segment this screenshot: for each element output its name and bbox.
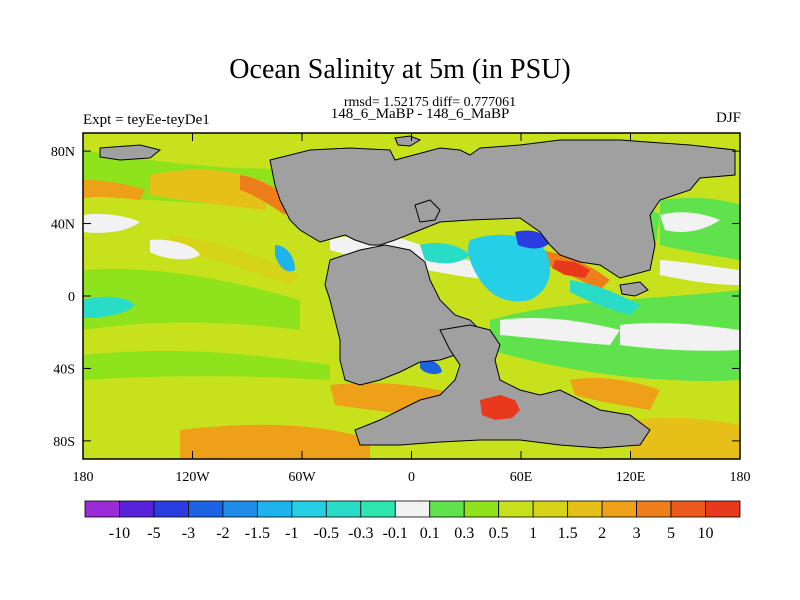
red-patch-east: [552, 260, 590, 278]
colorbar-label: 2: [598, 525, 606, 542]
map-title: Ocean Salinity at 5m (in PSU): [229, 54, 571, 85]
colorbar-swatch: [119, 500, 155, 518]
colorbar-swatch: [394, 500, 431, 518]
white-patch-4: [500, 318, 620, 345]
colorbar-swatch: [670, 500, 706, 518]
colorbar: -10 -5 -3 -2 -1.5 -1 -0.5 -0.3 -0.1 0.1 0.3 0.5 1 1.5…: [84, 500, 741, 542]
colorbar-swatch: [601, 500, 637, 518]
y-tick-label: 40N: [51, 218, 75, 233]
colorbar-swatch: [567, 500, 603, 518]
orange-patch-south: [180, 424, 370, 459]
x-tick-label: 60E: [510, 470, 533, 485]
x-tick-label: 180: [73, 470, 94, 485]
map-field: [83, 133, 740, 459]
colorbar-swatch: [532, 500, 569, 518]
land-southern-continent: [324, 244, 481, 386]
colorbar-label: 10: [698, 525, 714, 542]
white-patch-2: [150, 239, 200, 260]
season-label: DJF: [715, 110, 741, 126]
blue-spot-south: [420, 359, 442, 375]
white-patch-6: [660, 212, 720, 232]
cyan-coast-1: [275, 245, 295, 272]
land-island-east: [619, 281, 649, 297]
colorbar-label: -10: [109, 525, 130, 542]
stats-label: rmsd= 1.52175 diff= 0.777061: [343, 95, 517, 110]
green-band-tropics: [83, 269, 300, 330]
colorbar-swatch: [291, 500, 327, 518]
x-tick-label: 0: [408, 470, 415, 485]
colorbar-label: -0.3: [348, 525, 373, 542]
colorbar-label: 1.5: [558, 525, 578, 542]
colorbar-label: 1: [529, 525, 537, 542]
colorbar-swatch: [188, 500, 224, 518]
colorbar-swatch: [325, 500, 362, 518]
orange-patch-5: [570, 378, 660, 410]
colorbar-label: -3: [182, 525, 195, 542]
colorbar-swatch: [360, 500, 396, 518]
y-tick-label: 80S: [53, 435, 75, 450]
colorbar-swatch: [256, 500, 293, 518]
colorbar-label: -1: [285, 525, 298, 542]
colorbar-label: 0.3: [454, 525, 474, 542]
y-tick-label: 0: [68, 290, 75, 305]
period-label: 148_6_MaBP - 148_6_MaBP: [330, 106, 510, 122]
yellow-patch-1: [170, 235, 300, 285]
orange-patch-2: [240, 175, 290, 215]
colorbar-swatch: [84, 500, 120, 518]
land-peninsula: [414, 199, 441, 223]
experiment-label: Expt = teyEe-teyDe1: [83, 112, 210, 128]
colorbar-label: 0.5: [489, 525, 509, 542]
colorbar-label: 3: [633, 525, 641, 542]
land-antarctic-region: [354, 324, 651, 449]
x-tick-label: 120W: [175, 470, 210, 485]
orange-patch-3: [83, 180, 145, 200]
land-arctic-island-1: [99, 144, 162, 161]
colorbar-swatch: [429, 500, 465, 518]
colorbar-label: -2: [216, 525, 229, 542]
white-patch-7: [660, 260, 740, 285]
colorbar-swatch: [498, 500, 534, 518]
x-tick-label: 60W: [288, 470, 316, 485]
white-patch-5: [620, 322, 740, 351]
cyan-patch-1: [83, 296, 135, 318]
colorbar-swatch: [463, 500, 500, 518]
colorbar-swatch: [153, 500, 189, 518]
colorbar-label: -5: [147, 525, 160, 542]
red-patch-south: [480, 395, 520, 420]
axis-ticks: 180 120W 60W 0 60E 120E 180 80N 40N 0 40S 80S: [51, 133, 751, 485]
blue-sea-spot: [515, 230, 550, 249]
x-tick-label: 120E: [616, 470, 646, 485]
cyan-sea-2: [420, 243, 470, 264]
colorbar-label: -1.5: [245, 525, 270, 542]
y-tick-label: 40S: [53, 362, 75, 377]
x-tick-label: 180: [730, 470, 751, 485]
colorbar-label: 0.1: [420, 525, 440, 542]
white-patch-1: [83, 213, 140, 233]
cyan-sea-3: [570, 280, 640, 315]
colorbar-swatch: [705, 500, 741, 518]
land-arctic-island-2: [394, 135, 422, 147]
y-tick-label: 80N: [51, 145, 75, 160]
orange-patch-se: [630, 417, 740, 459]
colorbar-label: 5: [667, 525, 675, 542]
colorbar-label: -0.1: [383, 525, 408, 542]
green-band-south: [83, 350, 330, 380]
cyan-sea-1: [468, 234, 550, 302]
colorbar-swatch: [636, 500, 672, 518]
land-northern-continent: [269, 139, 736, 279]
colorbar-label: -0.5: [314, 525, 339, 542]
colorbar-swatch: [222, 500, 258, 518]
